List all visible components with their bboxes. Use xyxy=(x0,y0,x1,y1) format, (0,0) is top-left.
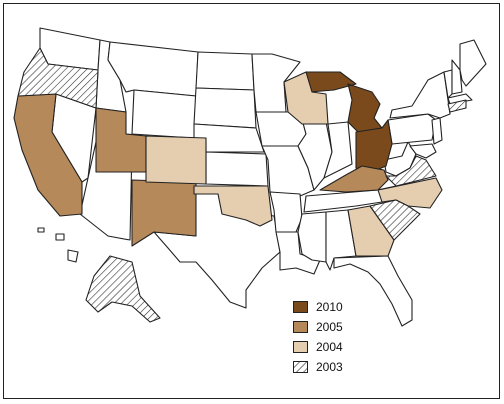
legend-item: 2004 xyxy=(293,339,403,359)
state-maryland xyxy=(409,143,437,159)
state-alaska xyxy=(85,255,161,323)
state-minnesota xyxy=(251,53,301,113)
state-oregon xyxy=(17,47,99,109)
legend-item: 2010 xyxy=(293,299,403,319)
state-pennsylvania xyxy=(387,113,437,145)
legend-label: 2005 xyxy=(316,320,343,334)
state-mississippi xyxy=(297,211,327,263)
state-wisconsin xyxy=(283,71,329,125)
legend-swatch xyxy=(293,301,308,313)
state-massachusetts xyxy=(447,93,473,105)
state-new-jersey xyxy=(431,117,443,145)
state-south-carolina xyxy=(369,199,421,241)
state-kansas xyxy=(205,151,269,187)
legend-item: 2005 xyxy=(293,319,403,339)
legend-item: 2003 xyxy=(293,359,403,379)
legend-swatch xyxy=(293,341,308,353)
state-oklahoma xyxy=(193,185,273,227)
state-hawaii xyxy=(37,227,79,263)
state-new-hampshire xyxy=(451,59,463,95)
state-new-york xyxy=(389,71,451,119)
state-kentucky xyxy=(319,165,389,193)
legend-swatch xyxy=(293,361,308,373)
state-georgia xyxy=(347,205,395,257)
legend-label: 2004 xyxy=(316,340,343,354)
state-louisiana xyxy=(275,231,321,275)
state-virginia xyxy=(385,155,437,187)
legend-label: 2003 xyxy=(316,360,343,374)
state-south-dakota xyxy=(193,87,257,129)
state-california xyxy=(13,93,83,217)
legend-swatch xyxy=(293,321,308,333)
legend: 2010 2005 2004 2003 xyxy=(293,299,403,379)
state-colorado xyxy=(145,135,207,185)
state-north-dakota xyxy=(195,51,255,91)
state-wyoming xyxy=(131,89,197,139)
state-florida xyxy=(333,255,413,327)
state-connecticut xyxy=(447,99,467,113)
legend-label: 2010 xyxy=(316,300,343,314)
state-maine xyxy=(459,39,487,87)
state-illinois xyxy=(297,111,333,191)
state-north-carolina xyxy=(377,177,443,209)
